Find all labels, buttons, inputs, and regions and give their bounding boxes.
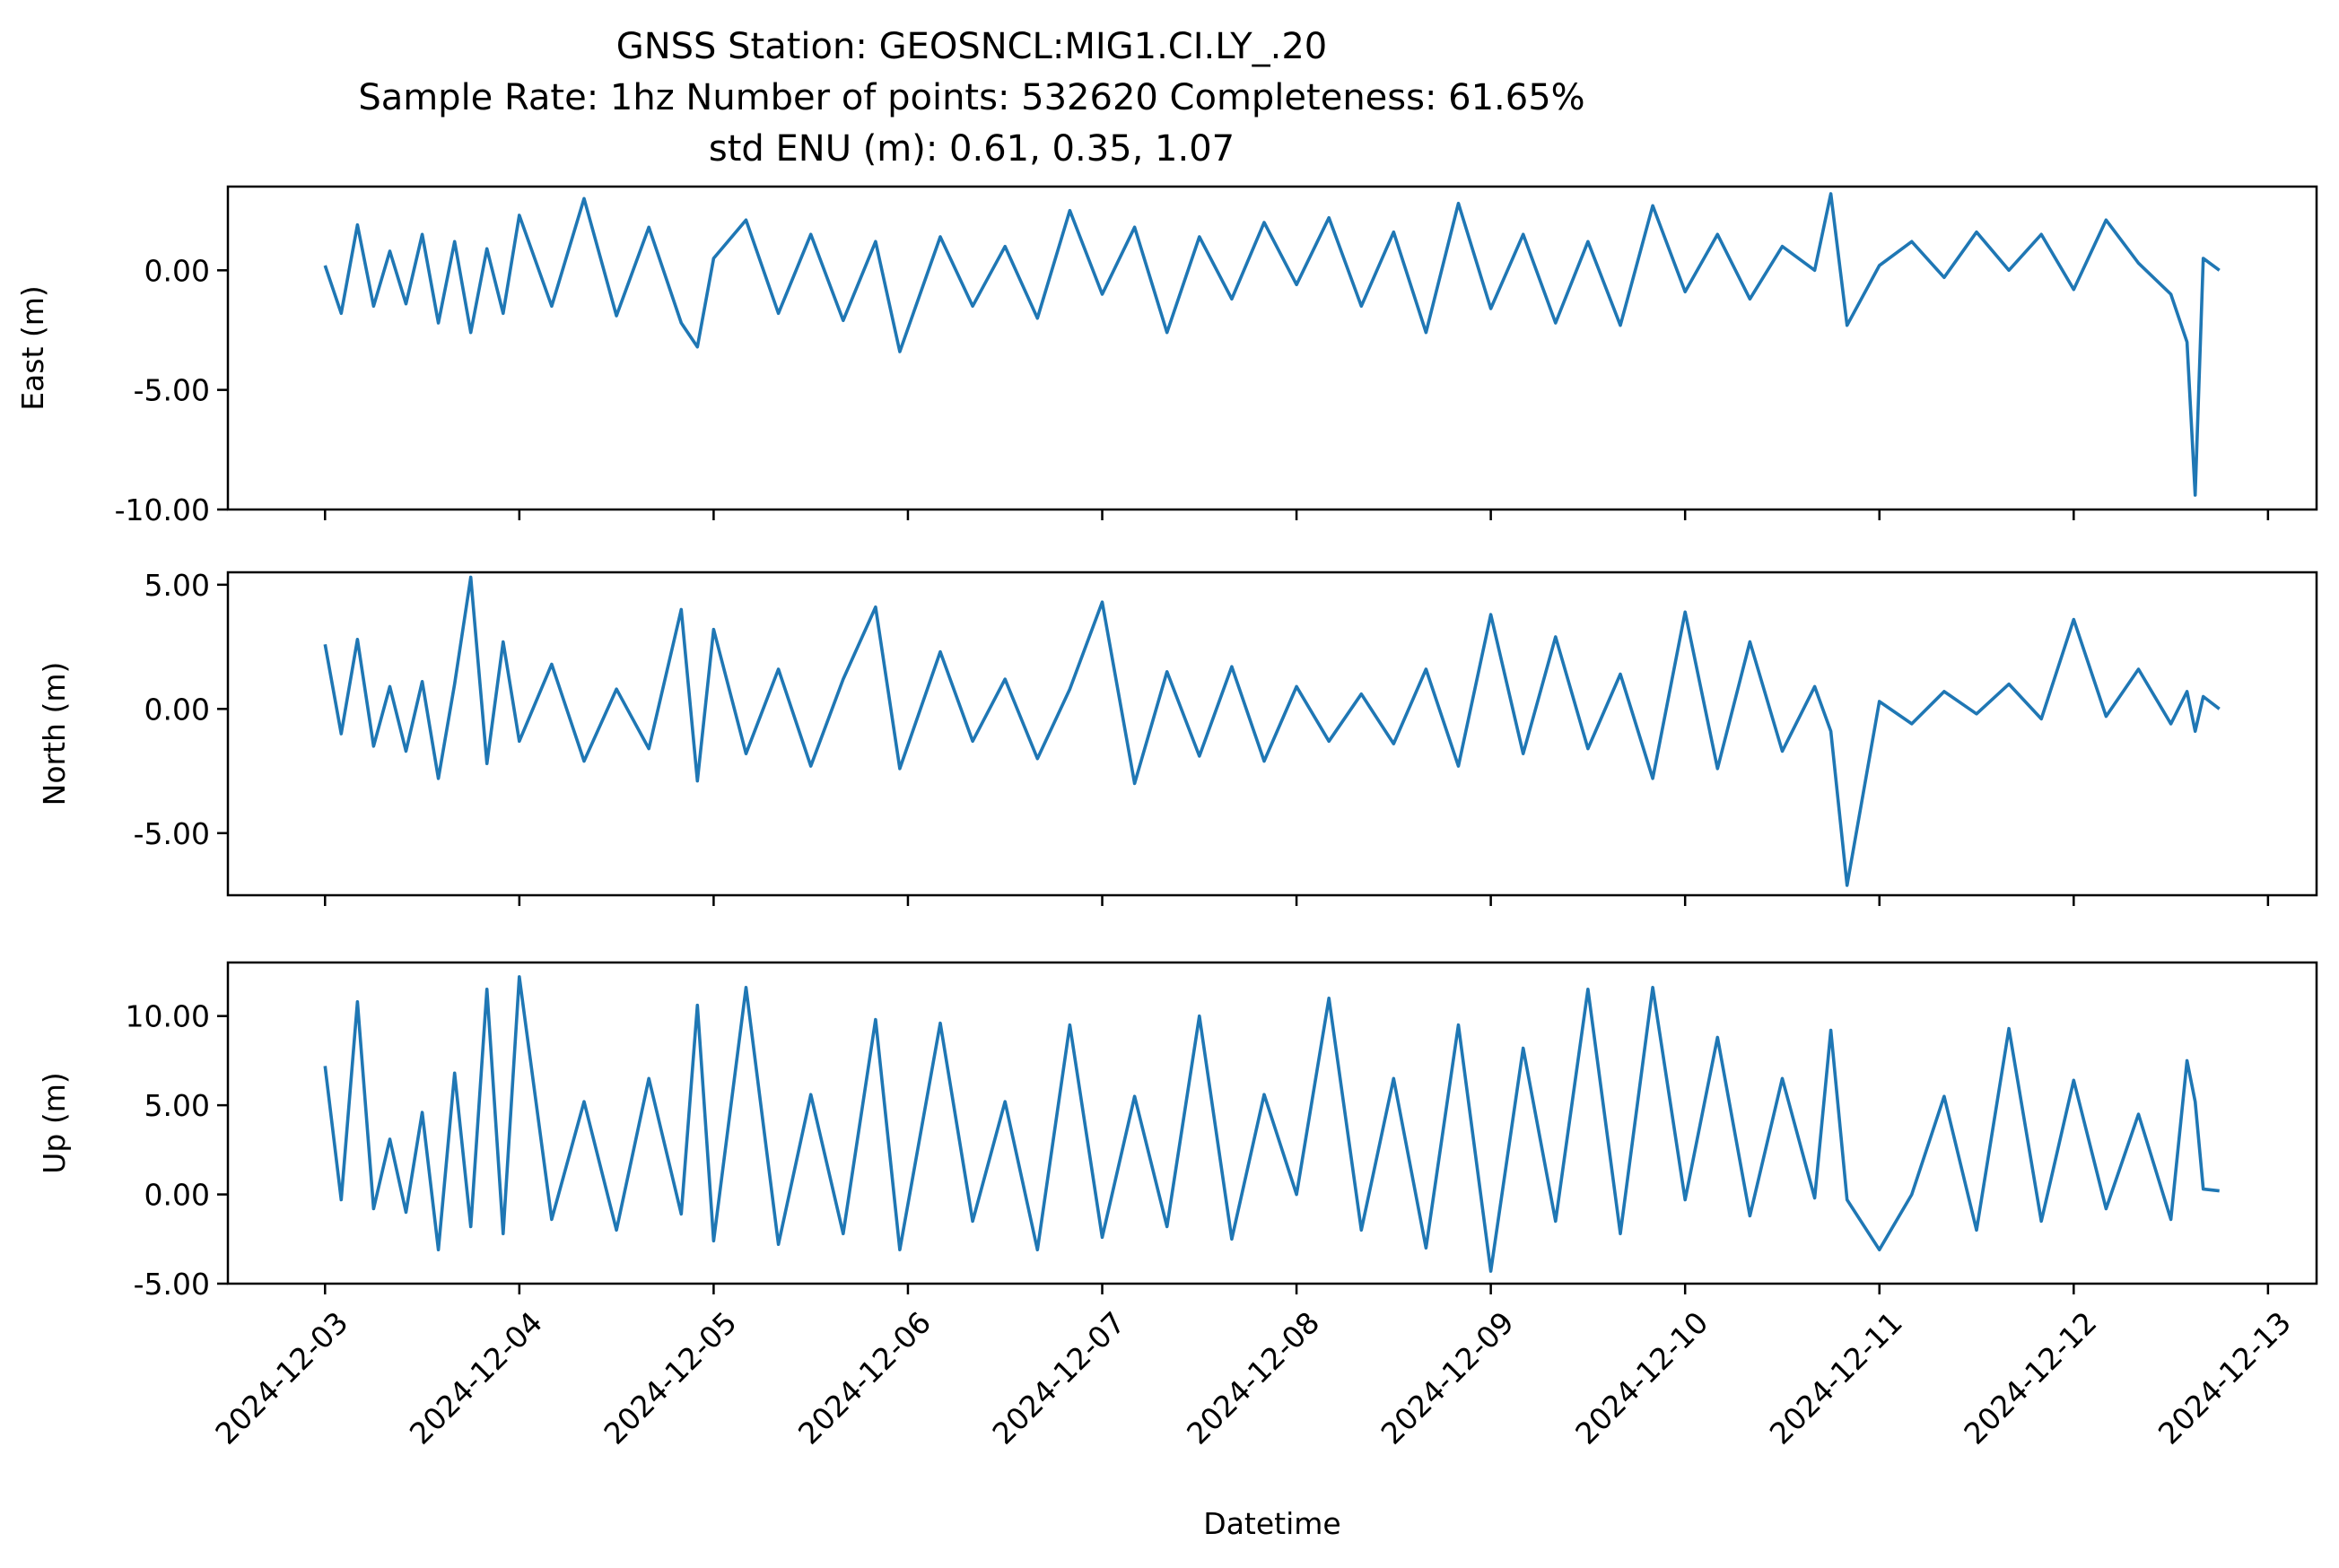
east-series-line — [323, 192, 2221, 497]
figure-title: GNSS Station: GEOSNCL:MIG1.CI.LY_.20 Sam… — [358, 26, 1584, 170]
up-ylabel: Up (m) — [37, 1072, 72, 1174]
up-series-line — [323, 975, 2220, 1273]
north-series-line — [323, 575, 2221, 887]
north-ylabel: North (m) — [37, 662, 72, 806]
east-panel: 0.00 -5.00 -10.00 East (m) — [15, 185, 2318, 527]
north-yticks: 5.00 0.00 -5.00 — [134, 568, 228, 851]
east-ytick-label: -10.00 — [115, 492, 210, 527]
title-line-3: std ENU (m): 0.61, 0.35, 1.07 — [709, 128, 1235, 170]
up-ytick-label: 10.00 — [126, 999, 210, 1034]
title-line-1: GNSS Station: GEOSNCL:MIG1.CI.LY_.20 — [616, 26, 1328, 67]
north-panel: 5.00 0.00 -5.00 North (m) — [37, 568, 2318, 906]
up-ytick-label: -5.00 — [134, 1267, 210, 1302]
north-series-layer — [323, 575, 2221, 887]
north-xticks — [324, 895, 2270, 906]
east-series-layer — [323, 192, 2221, 497]
east-xticks — [324, 510, 2270, 520]
up-ytick-label: 0.00 — [144, 1178, 210, 1213]
east-ytick-label: 0.00 — [144, 253, 210, 288]
up-series-layer — [323, 975, 2220, 1273]
title-line-2: Sample Rate: 1hz Number of points: 53262… — [358, 77, 1584, 118]
east-ytick-label: -5.00 — [134, 373, 210, 408]
up-axes-frame — [226, 961, 2318, 1285]
up-yticks: 10.00 5.00 0.00 -5.00 — [126, 999, 228, 1302]
north-ytick-label: 0.00 — [144, 692, 210, 727]
north-ytick-label: -5.00 — [134, 816, 210, 851]
east-yticks: 0.00 -5.00 -10.00 — [115, 253, 228, 527]
north-axes-frame — [226, 571, 2318, 897]
east-ylabel: East (m) — [15, 285, 50, 411]
east-axes-frame — [226, 185, 2318, 511]
north-ytick-label: 5.00 — [144, 568, 210, 603]
up-ytick-label: 5.00 — [144, 1088, 210, 1123]
x-axis-label: Datetime — [1203, 1506, 1340, 1541]
